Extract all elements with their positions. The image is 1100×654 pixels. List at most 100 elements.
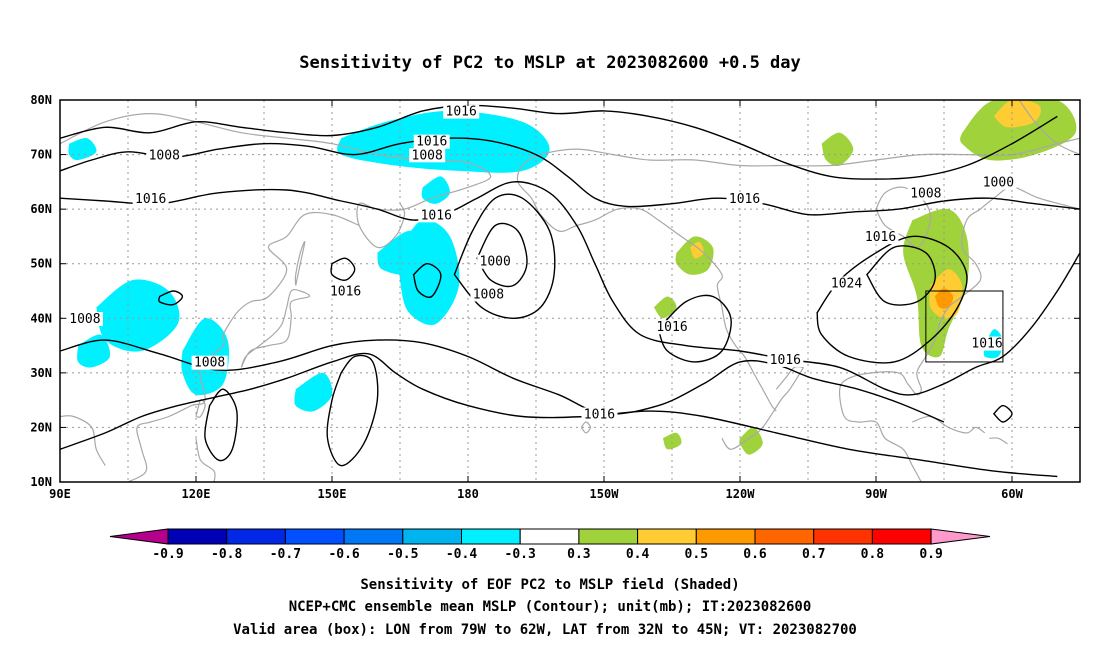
contour-label: 1016 [446,105,477,120]
contour-label-bg [413,134,450,149]
caption-line-2: NCEP+CMC ensemble mean MSLP (Contour); u… [289,599,812,615]
isobar [453,193,556,320]
colorbar-swatch [226,528,286,545]
contour-label: 1008 [194,356,225,371]
contour-label: 1008 [149,148,180,163]
coastline [580,421,592,434]
isobar [412,262,442,298]
colorbar-swatch [578,528,639,545]
isobar [476,222,528,288]
contour-label-bg [969,336,1006,351]
shading-region [421,176,450,204]
contour-label-bg [470,287,507,302]
coastline [989,437,1008,445]
colorbar: -0.9 -0.8 -0.7 -0.6 -0.5 -0.4 -0.3 0.3 0.4 0.5 0.6… [109,528,991,562]
colorbar-label: -0.7 [270,547,301,562]
colorbar-label: -0.9 [152,547,183,562]
isobar [204,388,238,462]
contour-label-bg [980,175,1017,190]
figure-title: Sensitivity of PC2 to MSLP at 2023082600… [299,53,801,73]
colorbar-swatch [284,528,345,545]
colorbar-swatch [871,528,932,545]
colorbar-label: 0.7 [802,547,825,562]
contour-label-bg [327,284,364,299]
isobar [60,137,1080,216]
contour-label: 1016 [135,192,166,207]
colorbar-label: -0.5 [387,547,418,562]
colorbar-high-triangle [930,528,991,545]
coastline [195,438,216,482]
valid-area-box [925,290,1004,363]
coastline [60,112,492,249]
contour-label-bg [862,230,899,245]
contour-label-bg [409,148,446,163]
contour-label: 1016 [584,408,615,423]
contour-label-bg [828,276,865,291]
colorbar-swatch [519,528,580,545]
colorbar-swatch [813,528,873,545]
latitude-label: 30N [30,366,52,380]
contour-label-bg [146,148,183,163]
colorbar-label: 0.8 [861,547,885,562]
contour-label-bg [654,320,690,335]
isobar [158,290,184,306]
map-panel: 1016 1016 1008 1008 1016 1016 1016 1008 1000 1016… [30,93,1081,501]
shading-region [993,100,1041,128]
shading-region [690,241,704,259]
colorbar-swatch [343,528,404,545]
contour-label: 1024 [831,277,862,292]
latitude-axis: 80N 70N 60N 50N 40N 30N 20N 10N [30,93,1080,489]
latitude-label: 80N [30,93,52,107]
longitude-label: 180 [457,487,479,501]
colorbar-swatch [754,528,815,545]
colorbar-swatch [637,528,697,545]
contour-label-bg [726,191,763,206]
coastline [195,399,206,418]
contour-label: 1000 [480,255,511,270]
coastline [127,211,360,482]
isobar [60,352,1058,478]
caption-line-1: Sensitivity of EOF PC2 to MSLP field (Sh… [360,577,739,593]
contour-labels: 1016 1016 1008 1008 1016 1016 1016 1008 1000 1016… [66,104,1017,423]
contour-label-bg [477,254,514,269]
longitude-label: 150W [590,487,620,501]
contour-layer [60,104,1080,478]
contour-label-bg [443,104,480,119]
contour-label-bg [581,407,618,422]
shading-region [377,231,428,276]
contour-label-bg [907,186,944,201]
coastline [838,186,1080,482]
caption-line-3: Valid area (box): LON from 79W to 62W, L… [233,622,857,638]
shading-region [68,137,97,161]
contour-label: 1016 [865,230,896,245]
shading-region [739,427,763,455]
isobar [326,354,379,467]
longitude-label: 90W [865,487,887,501]
contour-label-bg [132,191,169,206]
shading-region [960,100,1077,161]
colorbar-label: 0.9 [919,547,942,562]
colorbar-label: -0.8 [211,547,242,562]
contour-label: 1016 [729,192,760,207]
colorbar-label: -0.4 [446,547,477,562]
coastline [240,288,311,368]
shading-region [653,296,677,319]
longitude-label: 60W [1001,487,1023,501]
latitude-label: 70N [30,148,52,162]
contour-label: 1016 [656,320,687,335]
map-background [60,100,1080,482]
coastline-layer [60,100,1080,482]
isobar [865,245,936,306]
coastline [294,241,306,286]
colorbar-swatch [167,528,228,545]
latitude-label: 60N [30,202,52,216]
longitude-label: 120E [182,487,211,501]
shading-region [294,372,333,412]
isobar [60,339,945,423]
contour-label: 1008 [412,148,443,163]
latitude-label: 10N [30,475,52,489]
colorbar-label: 0.5 [685,547,708,562]
contour-label: 1016 [330,285,361,300]
latitude-label: 40N [30,311,52,325]
